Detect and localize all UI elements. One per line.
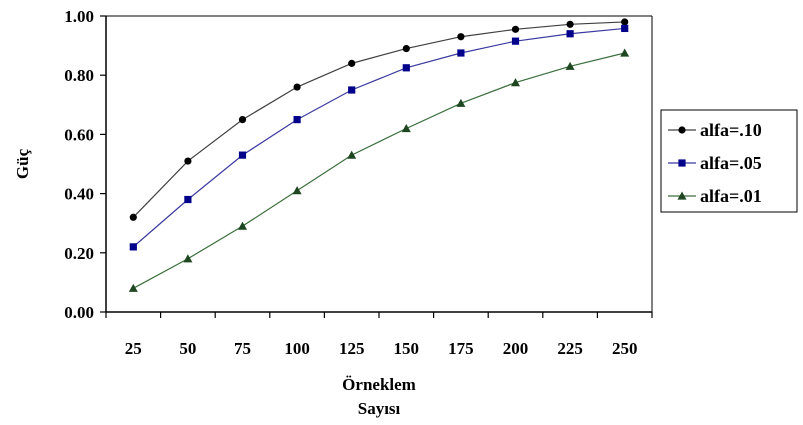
data-point-triangle bbox=[347, 150, 357, 159]
data-point-square bbox=[293, 116, 301, 124]
x-tick-label: 200 bbox=[503, 339, 529, 358]
series-square bbox=[129, 24, 629, 251]
series-line-circle bbox=[132, 21, 625, 218]
legend-marker-triangle bbox=[677, 191, 687, 200]
x-tick-label: 25 bbox=[125, 339, 142, 358]
data-point-circle bbox=[293, 83, 301, 91]
legend-item-square: alfa=.05 bbox=[668, 153, 762, 173]
y-tick-label: 1.00 bbox=[64, 7, 94, 26]
data-point-triangle bbox=[511, 78, 520, 87]
legend-label: alfa=.05 bbox=[700, 153, 762, 173]
data-point-circle bbox=[238, 116, 247, 124]
x-tick-label: 225 bbox=[557, 339, 583, 358]
x-ticks: 25 50 75 100 125 150 175 200 225 250 bbox=[105, 312, 653, 358]
data-point-circle bbox=[511, 25, 520, 33]
data-point-square bbox=[566, 30, 574, 38]
data-point-circle bbox=[566, 20, 574, 28]
plot-area: 0.00 0.20 0.40 0.60 0.80 1.00 25 50 75 100 125 150… bbox=[64, 7, 653, 358]
y-tick-label: 0.20 bbox=[64, 244, 94, 263]
series-circle bbox=[129, 18, 629, 221]
data-point-circle bbox=[621, 18, 629, 26]
series-line-triangle bbox=[133, 52, 625, 289]
y-tick-label: 0.60 bbox=[64, 125, 94, 144]
data-point-triangle bbox=[183, 254, 193, 263]
legend-item-circle: alfa=.10 bbox=[668, 120, 762, 140]
data-point-triangle bbox=[238, 221, 247, 230]
data-point-triangle bbox=[456, 98, 466, 107]
x-tick-label: 175 bbox=[448, 339, 474, 358]
legend-marker-circle bbox=[678, 126, 686, 134]
series-triangle bbox=[128, 48, 630, 292]
x-tick-label: 150 bbox=[394, 339, 420, 358]
x-tick-label: 50 bbox=[179, 339, 196, 358]
data-point-square bbox=[457, 49, 465, 57]
data-point-square bbox=[511, 37, 520, 45]
data-point-triangle bbox=[292, 186, 302, 195]
data-point-square bbox=[621, 24, 629, 33]
data-point-circle bbox=[457, 33, 465, 41]
data-point-triangle bbox=[620, 48, 630, 57]
series-layer bbox=[128, 18, 630, 292]
legend-label: alfa=.10 bbox=[700, 120, 762, 140]
y-tick-label: 0.80 bbox=[64, 66, 94, 85]
series-line-square bbox=[132, 27, 625, 248]
legend: alfa=.10 alfa=.05 alfa=.01 bbox=[660, 109, 798, 213]
data-point-triangle bbox=[565, 61, 575, 70]
data-point-circle bbox=[348, 59, 356, 67]
y-tick-label: 0.40 bbox=[64, 185, 94, 204]
legend-label: alfa=.01 bbox=[700, 186, 762, 206]
y-ticks: 0.00 0.20 0.40 0.60 0.80 1.00 bbox=[64, 7, 106, 322]
data-point-circle bbox=[129, 213, 137, 221]
x-axis-title-line2: Sayısı bbox=[358, 399, 401, 418]
data-point-circle bbox=[184, 157, 192, 165]
legend-item-triangle: alfa=.01 bbox=[668, 186, 762, 206]
x-tick-label: 250 bbox=[612, 339, 638, 358]
legend-marker-square bbox=[678, 159, 686, 167]
data-point-square bbox=[402, 64, 410, 72]
data-point-triangle bbox=[401, 123, 411, 133]
data-point-square bbox=[184, 195, 192, 204]
data-point-square bbox=[238, 151, 247, 159]
x-tick-label: 100 bbox=[284, 339, 310, 358]
data-point-square bbox=[348, 86, 356, 94]
x-tick-label: 125 bbox=[339, 339, 365, 358]
data-point-square bbox=[129, 243, 137, 251]
data-point-circle bbox=[402, 44, 410, 53]
y-axis-title: Güç bbox=[13, 148, 32, 179]
data-point-triangle bbox=[128, 283, 138, 292]
x-axis-title-line1: Örneklem bbox=[342, 375, 416, 394]
y-tick-label: 0.00 bbox=[64, 303, 94, 322]
x-tick-label: 75 bbox=[234, 339, 251, 358]
